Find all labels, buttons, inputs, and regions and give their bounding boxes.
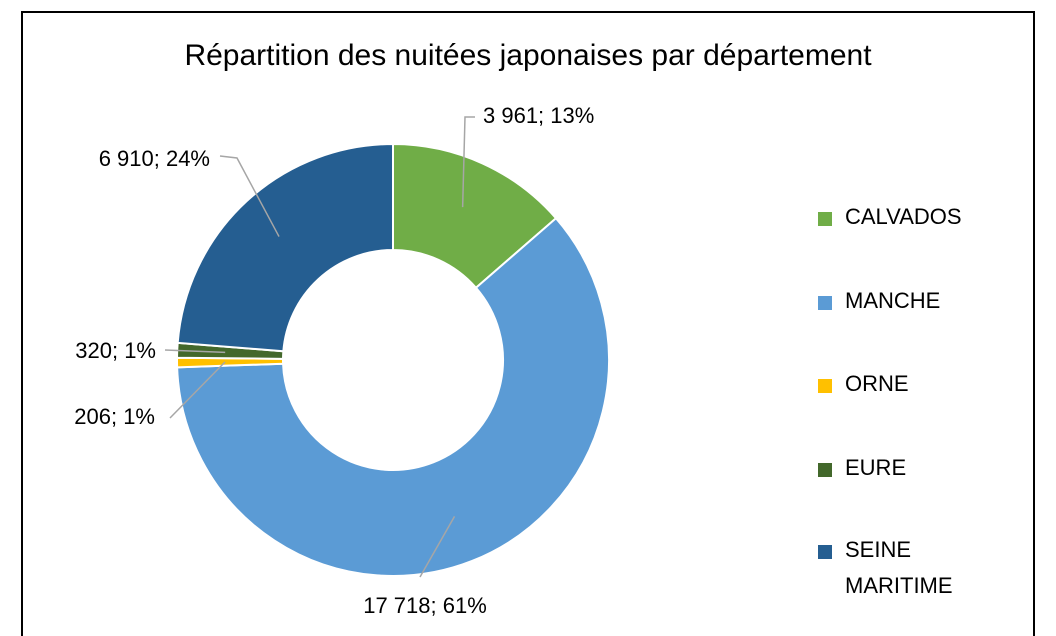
legend-item: CALVADOS: [818, 204, 1018, 235]
legend-label: CALVADOS: [845, 204, 962, 229]
data-label: 206; 1%: [74, 404, 155, 429]
data-label: 17 718; 61%: [363, 593, 487, 618]
legend-swatch: [818, 296, 832, 310]
legend-item: EURE: [818, 455, 1018, 486]
legend-label: EURE: [845, 455, 907, 480]
legend-item: ORNE: [818, 371, 1018, 402]
legend-swatch: [818, 463, 832, 477]
legend-label: MANCHE: [845, 288, 941, 313]
donut-slice: [176, 216, 610, 577]
chart-title: Répartition des nuitées japonaises par d…: [184, 39, 872, 72]
legend-label: SEINE MARITIME: [845, 537, 953, 598]
leader-line: [419, 515, 456, 578]
data-label: 320; 1%: [75, 338, 156, 363]
leader-line: [169, 361, 226, 419]
legend-item: MANCHE: [818, 288, 1018, 319]
legend-swatch: [818, 545, 832, 559]
donut-slice: [176, 142, 394, 353]
data-label: 6 910; 24%: [99, 146, 210, 171]
legend-swatch: [818, 212, 832, 226]
data-label: 3 961; 13%: [483, 103, 594, 128]
legend-label: ORNE: [845, 371, 909, 396]
leader-line: [461, 116, 475, 208]
legend-item: SEINE MARITIME: [818, 537, 1018, 604]
legend-swatch: [818, 379, 832, 393]
donut-slice: [392, 142, 558, 290]
leader-line: [164, 349, 226, 354]
leader-line: [219, 155, 280, 237]
